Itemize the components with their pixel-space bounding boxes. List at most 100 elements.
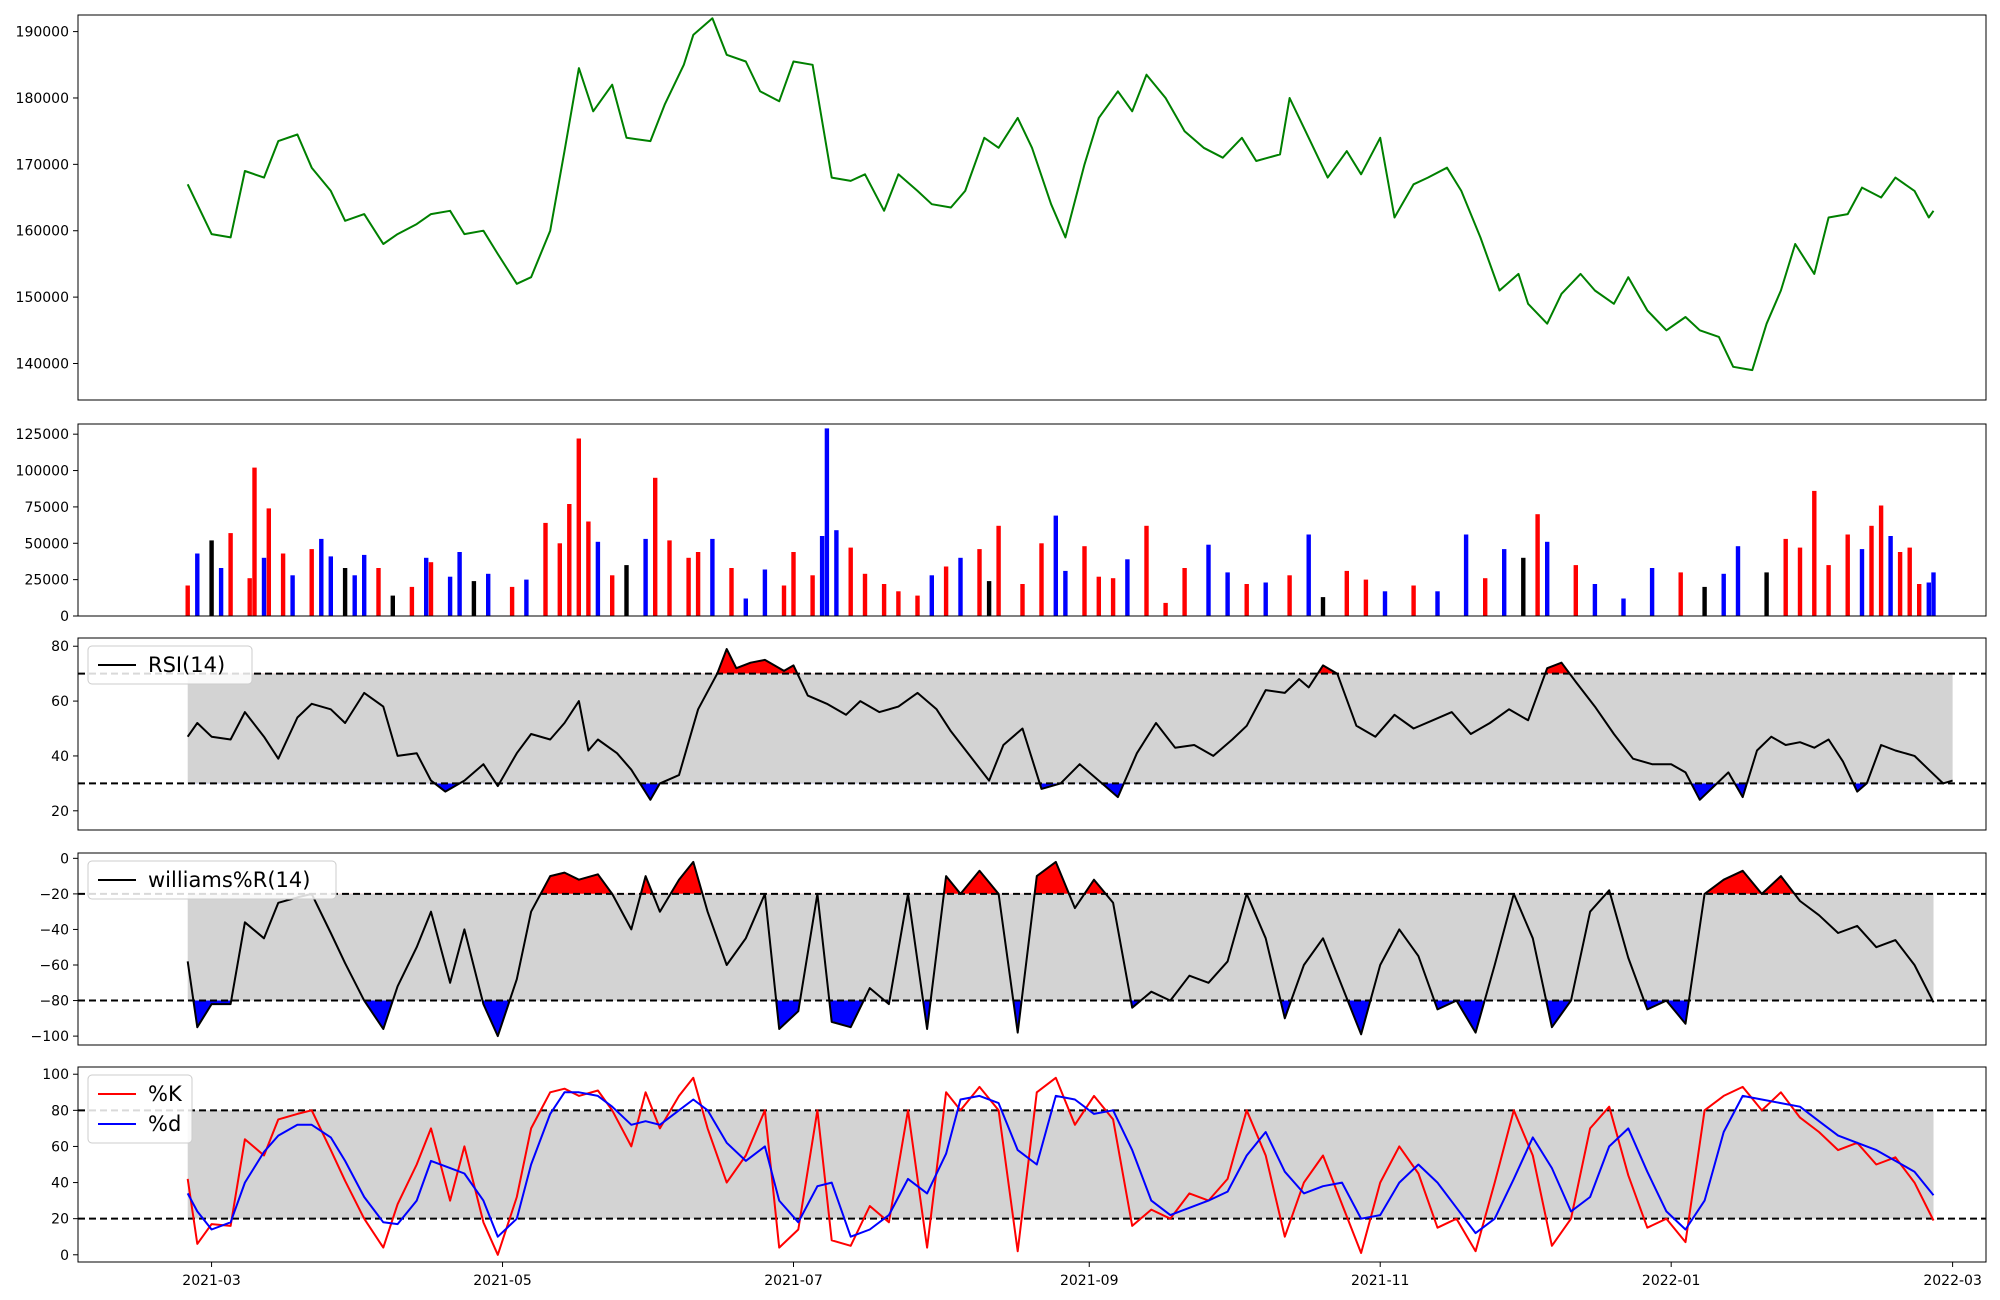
y-tick-label: 40: [51, 1176, 69, 1192]
volume-bar: [943, 566, 949, 616]
volume-bar: [881, 584, 887, 616]
volume-bar: [1888, 536, 1893, 616]
volume-bar: [280, 553, 286, 616]
volume-bar: [509, 586, 515, 616]
volume-bar: [1702, 586, 1707, 616]
y-tick-label: −40: [39, 922, 69, 938]
y-tick-label: 150000: [16, 290, 69, 306]
rsi-legend: RSI(14): [87, 645, 253, 685]
y-tick-label: 0: [60, 1248, 69, 1264]
volume-bar: [557, 543, 562, 616]
volume-bar: [290, 575, 295, 616]
y-tick-label: 50000: [24, 536, 69, 552]
volume-bar: [977, 549, 982, 616]
volume-bar: [1764, 572, 1769, 616]
volume-bar: [1144, 525, 1149, 616]
volume-bar: [1082, 546, 1087, 616]
volume-bar: [1826, 565, 1831, 616]
y-tick-label: 75000: [24, 500, 69, 516]
volume-bar: [819, 536, 825, 616]
volume-bar: [929, 575, 934, 616]
volume-bar: [376, 568, 381, 616]
volume-bar: [834, 530, 839, 616]
y-tick-label: 60: [51, 694, 69, 710]
williams-neutral-band: [187, 893, 1934, 1001]
volume-bar: [1926, 582, 1931, 616]
volume-bar: [1521, 557, 1526, 616]
y-tick-label: 0: [60, 851, 69, 867]
volume-bar: [457, 552, 462, 616]
volume-bar: [762, 569, 768, 616]
y-tick-label: −60: [39, 958, 69, 974]
volume-bar: [1545, 541, 1550, 616]
volume-bar: [1735, 546, 1741, 616]
volume-bar: [1721, 573, 1726, 616]
volume-bar: [1063, 570, 1068, 616]
y-axis: 0 25000 50000 75000 100000 125000: [16, 427, 78, 625]
x-tick-label: 2021-07: [764, 1273, 823, 1289]
volume-bar: [576, 438, 581, 616]
volume-bar: [1878, 505, 1884, 616]
rsi-neutral-band: [187, 673, 1953, 784]
volume-bar: [996, 525, 1001, 616]
x-tick-label: 2021-03: [182, 1273, 241, 1289]
y-tick-label: 80: [51, 639, 69, 655]
legend-label: RSI(14): [148, 653, 225, 677]
volume-bar: [1845, 534, 1850, 616]
volume-bar: [1020, 584, 1025, 616]
volume-bar: [710, 538, 715, 616]
stochastic-neutral-band: [187, 1110, 1934, 1219]
volume-bar: [266, 508, 271, 616]
volume-bar: [729, 568, 734, 616]
volume-bar: [848, 547, 853, 616]
y-tick-label: 125000: [16, 427, 69, 443]
volume-bar: [543, 522, 548, 616]
stochastic-line-1: [186, 1091, 1935, 1238]
volume-bar: [1502, 549, 1507, 616]
y-tick-label: 180000: [16, 91, 69, 107]
x-tick-label: 2021-11: [1351, 1273, 1410, 1289]
volume-bar: [1907, 547, 1912, 616]
volume-bar: [1897, 552, 1903, 616]
x-tick-label: 2022-03: [1923, 1273, 1982, 1289]
volume-bar: [319, 538, 324, 616]
volume-bar: [1411, 585, 1416, 616]
volume-bar: [1859, 549, 1865, 616]
volume-bar: [409, 586, 415, 616]
volume-bar: [1320, 597, 1326, 616]
volume-bar: [471, 581, 477, 616]
y-axis: 20 40 60 80: [51, 639, 78, 820]
volume-bar: [810, 575, 815, 616]
volume-bar: [781, 585, 787, 616]
volume-bars: [185, 428, 1936, 616]
volume-bar: [686, 557, 691, 616]
volume-bar: [1783, 538, 1788, 616]
x-tick-label: 2021-05: [473, 1273, 532, 1289]
volume-bar: [1287, 575, 1292, 616]
volume-bar: [667, 540, 672, 616]
stochastic-legend: %K %d: [87, 1074, 193, 1144]
volume-bar: [1306, 534, 1311, 616]
x-axis: 2021-03 2021-05 2021-07 2021-09 2021-11 2022-…: [182, 1262, 1982, 1289]
volume-bar: [896, 591, 901, 616]
volume-bar: [653, 477, 658, 616]
volume-bar: [1039, 543, 1044, 616]
y-tick-label: −100: [31, 1029, 69, 1045]
y-tick-label: 80: [51, 1103, 69, 1119]
y-tick-label: 170000: [16, 157, 69, 173]
volume-bar: [1678, 572, 1683, 616]
volume-bar: [743, 598, 748, 616]
volume-bar: [228, 533, 233, 616]
volume-bar: [195, 553, 200, 616]
volume-bar: [1110, 578, 1116, 616]
volume-bar: [1917, 584, 1922, 616]
volume-bar: [352, 575, 357, 616]
volume-bar: [1621, 598, 1626, 616]
volume-bar: [218, 568, 224, 616]
stochastic-panel-frame: [77, 1066, 1987, 1263]
volume-bar: [1483, 578, 1488, 616]
legend-label: williams%R(14): [148, 868, 310, 892]
volume-bar: [1797, 547, 1803, 616]
volume-bar: [209, 540, 214, 616]
rsi-panel-frame: [77, 637, 1987, 831]
